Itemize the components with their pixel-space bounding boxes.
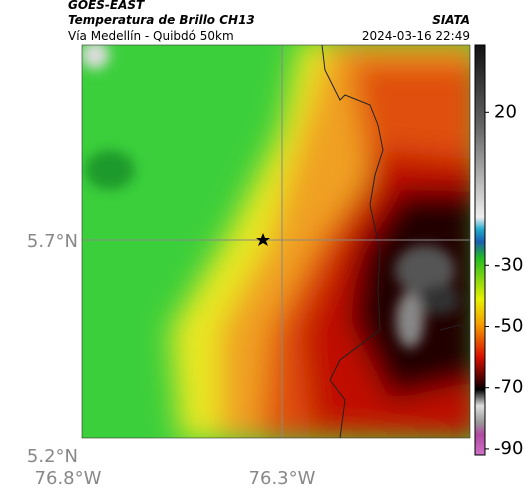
subtitle: Temperatura de Brillo CH13 [68,13,255,27]
colorbar-tick-label: -50 [494,315,523,336]
location: Vía Medellín - Quibdó 50km [68,29,234,43]
colorbar [474,44,486,456]
colorbar-tick-label: -70 [494,377,523,398]
source: SIATA [432,13,470,27]
lat-label: 5.7°N [27,231,78,252]
colorbar-tick-label: -90 [494,438,523,459]
title: GOES-EAST [68,0,145,12]
lat-label: 5.2°N [27,446,78,467]
lon-label: 76.3°W [249,468,316,489]
lon-label: 76.8°W [35,468,102,489]
colorbar-ticks: 20 -30 -50 -70 -90 [485,101,523,459]
colorbar-tick-label: -30 [494,254,523,275]
satellite-image [82,45,470,438]
location-star [256,233,270,246]
datetime: 2024-03-16 22:49 [362,29,470,43]
colorbar-tick-label: 20 [494,101,517,122]
